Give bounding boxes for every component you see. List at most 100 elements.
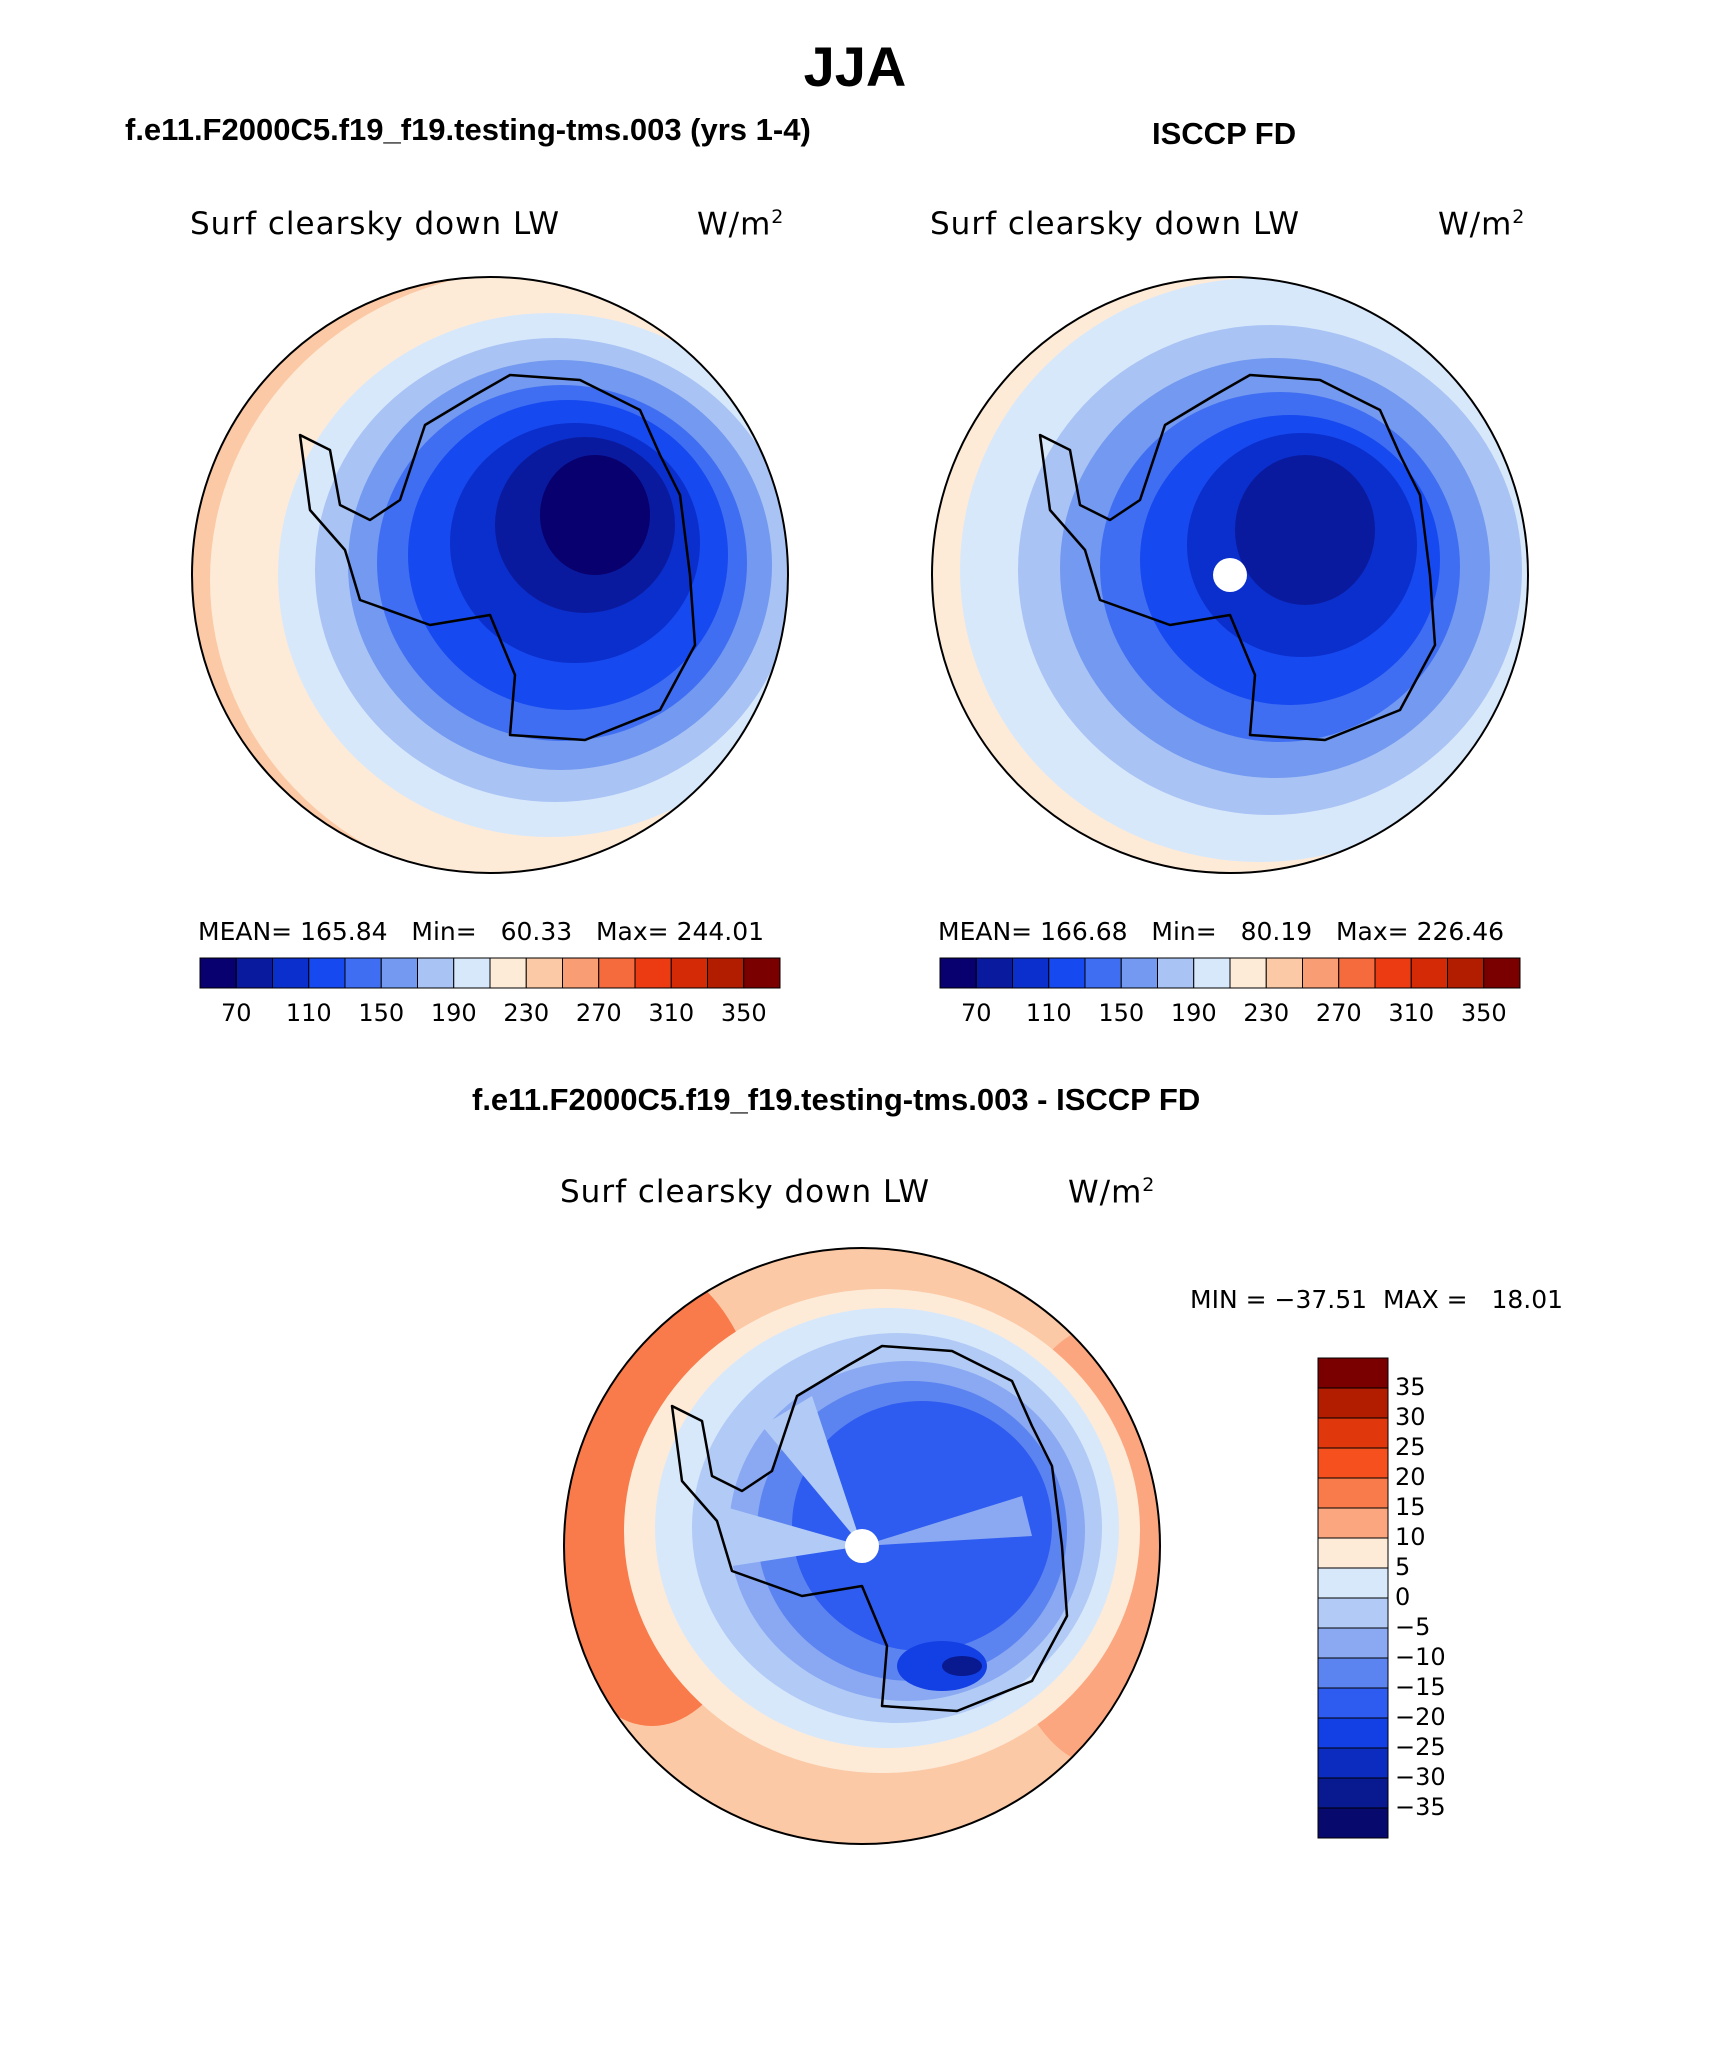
diff-colorbar-swatch <box>1317 1687 1389 1719</box>
obs-colorbar-swatch <box>1483 957 1521 989</box>
diff-colorbar-swatch <box>1317 1567 1389 1599</box>
obs-colorbar-swatch <box>975 957 1013 989</box>
diff-colorbar-tick-label: 30 <box>1395 1403 1426 1431</box>
obs-colorbar-swatch <box>1157 957 1195 989</box>
model-colorbar-ticks: 70 110 150 190 230 270 310 350 <box>200 999 780 1029</box>
obs-colorbar-swatch <box>1084 957 1122 989</box>
obs-colorbar-swatch <box>1193 957 1231 989</box>
diff-panel-title: f.e11.F2000C5.f19_f19.testing-tms.003 - … <box>472 1082 1201 1117</box>
model-colorbar-swatch <box>707 957 745 989</box>
diff-colorbar-tick-label: 15 <box>1395 1493 1426 1521</box>
model-colorbar-tick-label: 270 <box>575 999 622 1027</box>
obs-colorbar <box>939 957 1521 989</box>
diff-colorbar-swatch <box>1317 1597 1389 1629</box>
obs-colorbar-tick-label: 190 <box>1170 999 1217 1027</box>
figure-title: JJA <box>803 35 907 98</box>
obs-polar-map <box>931 276 1529 874</box>
diff-colorbar-swatch <box>1317 1417 1389 1449</box>
model-colorbar-swatch <box>525 957 563 989</box>
model-colorbar-swatch <box>453 957 491 989</box>
obs-colorbar-swatch <box>1447 957 1485 989</box>
model-colorbar-swatch <box>743 957 781 989</box>
diff-colorbar-swatch <box>1317 1537 1389 1569</box>
obs-units-label: W/m2 <box>1438 206 1526 243</box>
diff-colorbar-swatch <box>1317 1447 1389 1479</box>
model-colorbar-swatch <box>670 957 708 989</box>
model-polar-map <box>191 276 789 874</box>
diff-colorbar-tick-label: 0 <box>1395 1583 1411 1611</box>
diff-colorbar-tick-label: −20 <box>1395 1703 1446 1731</box>
diff-colorbar-tick-label: −30 <box>1395 1763 1446 1791</box>
obs-panel-title: ISCCP FD <box>1152 116 1297 151</box>
obs-colorbar-swatch <box>1374 957 1412 989</box>
diff-polar-map <box>563 1247 1161 1845</box>
diff-colorbar-swatch <box>1317 1747 1389 1779</box>
model-colorbar-swatch <box>199 957 237 989</box>
diff-colorbar-swatch <box>1317 1807 1389 1839</box>
model-colorbar-tick-label: 110 <box>285 999 332 1027</box>
obs-colorbar-swatch <box>1410 957 1448 989</box>
diff-colorbar-tick-label: 5 <box>1395 1553 1411 1581</box>
obs-colorbar-swatch <box>1265 957 1303 989</box>
diff-colorbar <box>1317 1357 1389 1839</box>
obs-colorbar-swatch <box>1229 957 1267 989</box>
diff-colorbar-tick-label: −25 <box>1395 1733 1446 1761</box>
obs-colorbar-ticks: 70 110 150 190 230 270 310 350 <box>940 999 1520 1029</box>
obs-colorbar-tick-label: 70 <box>960 999 992 1027</box>
obs-colorbar-tick-label: 270 <box>1315 999 1362 1027</box>
diff-colorbar-swatch <box>1317 1717 1389 1749</box>
model-colorbar-swatch <box>489 957 527 989</box>
model-colorbar <box>199 957 781 989</box>
diff-colorbar-swatch <box>1317 1477 1389 1509</box>
model-colorbar-swatch <box>562 957 600 989</box>
diff-colorbar-ticks: 35 30 25 20 15 10 5 0 −5 −10 −15 −20 −25 −30 −35 <box>1395 1358 1515 1838</box>
obs-colorbar-tick-label: 310 <box>1388 999 1435 1027</box>
obs-colorbar-tick-label: 110 <box>1025 999 1072 1027</box>
model-colorbar-tick-label: 150 <box>358 999 405 1027</box>
obs-pole-hole <box>1213 558 1247 592</box>
model-colorbar-swatch <box>272 957 310 989</box>
obs-colorbar-swatch <box>1048 957 1086 989</box>
diff-colorbar-tick-label: −5 <box>1395 1613 1431 1641</box>
obs-colorbar-tick-label: 350 <box>1460 999 1507 1027</box>
diff-pole-hole <box>845 1529 879 1563</box>
obs-colorbar-swatch <box>1302 957 1340 989</box>
model-stats-line: MEAN= 165.84 Min= 60.33 Max= 244.01 <box>198 917 765 946</box>
model-units-label: W/m2 <box>697 206 785 243</box>
diff-variable-label: Surf clearsky down LW <box>560 1174 931 1210</box>
model-colorbar-tick-label: 230 <box>503 999 550 1027</box>
obs-colorbar-tick-label: 230 <box>1243 999 1290 1027</box>
model-colorbar-tick-label: 310 <box>648 999 695 1027</box>
diff-colorbar-tick-label: 25 <box>1395 1433 1426 1461</box>
model-variable-label: Surf clearsky down LW <box>190 206 561 242</box>
diff-minmax-line: MIN = −37.51 MAX = 18.01 <box>1190 1285 1564 1314</box>
model-colorbar-tick-label: 190 <box>430 999 477 1027</box>
diff-colorbar-swatch <box>1317 1657 1389 1689</box>
obs-colorbar-swatch <box>1338 957 1376 989</box>
diff-colorbar-swatch <box>1317 1777 1389 1809</box>
diff-colorbar-tick-label: 20 <box>1395 1463 1426 1491</box>
obs-colorbar-swatch <box>939 957 977 989</box>
obs-colorbar-tick-label: 150 <box>1098 999 1145 1027</box>
diff-colorbar-swatch <box>1317 1387 1389 1419</box>
model-colorbar-tick-label: 350 <box>720 999 767 1027</box>
obs-variable-label: Surf clearsky down LW <box>930 206 1301 242</box>
model-colorbar-swatch <box>235 957 273 989</box>
diff-colorbar-swatch <box>1317 1507 1389 1539</box>
diff-colorbar-tick-label: 10 <box>1395 1523 1426 1551</box>
diff-colorbar-swatch <box>1317 1627 1389 1659</box>
diff-units-label: W/m2 <box>1068 1174 1156 1211</box>
obs-stats-line: MEAN= 166.68 Min= 80.19 Max= 226.46 <box>938 917 1505 946</box>
diff-colorbar-tick-label: −15 <box>1395 1673 1446 1701</box>
obs-colorbar-swatch <box>1012 957 1050 989</box>
diff-colorbar-tick-label: 35 <box>1395 1373 1426 1401</box>
model-colorbar-swatch <box>634 957 672 989</box>
diff-colorbar-swatch <box>1317 1357 1389 1389</box>
model-colorbar-swatch <box>598 957 636 989</box>
diff-colorbar-tick-label: −10 <box>1395 1643 1446 1671</box>
model-colorbar-swatch <box>308 957 346 989</box>
diff-colorbar-tick-label: −35 <box>1395 1793 1446 1821</box>
obs-colorbar-swatch <box>1120 957 1158 989</box>
model-colorbar-swatch <box>344 957 382 989</box>
model-colorbar-swatch <box>417 957 455 989</box>
